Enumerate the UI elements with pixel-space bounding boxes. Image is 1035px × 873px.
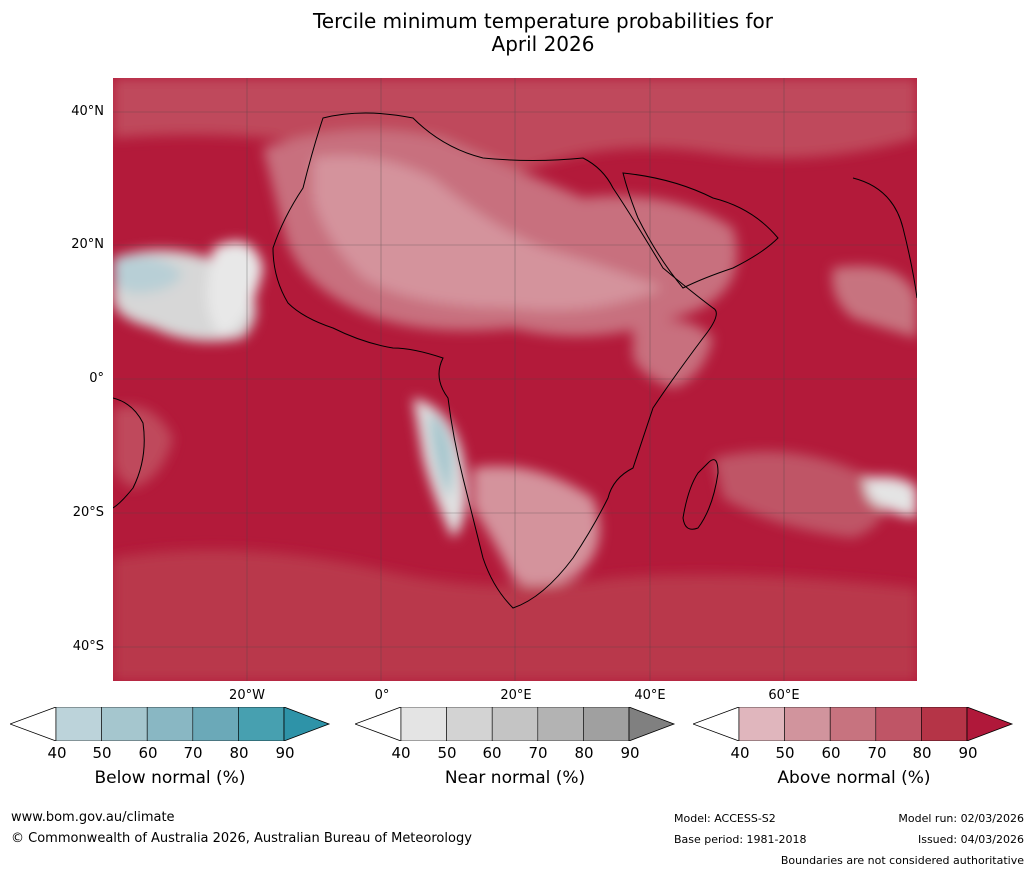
- colorbar-segment: [738, 707, 785, 741]
- coastline-africa: [272, 112, 717, 609]
- tick-above-40: 40: [730, 744, 750, 762]
- colorbar-segment: [446, 707, 493, 741]
- tick-above-60: 60: [821, 744, 841, 762]
- colorbar-extend-low: [693, 707, 740, 741]
- coastline-south-america: [113, 397, 145, 509]
- footer-model-run: Model run: 02/03/2026: [898, 812, 1024, 825]
- footer-copyright: © Commonwealth of Australia 2026, Austra…: [11, 831, 472, 846]
- tick-above-70: 70: [867, 744, 887, 762]
- colorbar-extend-low: [10, 707, 57, 741]
- colorbar-near-label: Near normal (%): [444, 768, 586, 788]
- colorbar-above-normal: [693, 707, 1015, 741]
- coastline-arabia: [622, 172, 779, 289]
- tick-near-50: 50: [437, 744, 457, 762]
- tick-near-40: 40: [391, 744, 411, 762]
- footer-model: Model: ACCESS-S2: [674, 812, 776, 825]
- graticule: [113, 78, 917, 681]
- tick-below-80: 80: [229, 744, 249, 762]
- tick-below-40: 40: [47, 744, 67, 762]
- colorbar-segment: [491, 707, 539, 741]
- colorbar-segment: [55, 707, 102, 741]
- colorbar-above-svg: [693, 707, 1014, 741]
- tick-near-80: 80: [574, 744, 594, 762]
- colorbar-near-svg: [355, 707, 676, 741]
- colorbar-below-svg: [10, 707, 331, 741]
- tick-near-70: 70: [528, 744, 548, 762]
- tick-below-60: 60: [138, 744, 158, 762]
- colorbar-segment: [875, 707, 922, 741]
- tick-above-80: 80: [912, 744, 932, 762]
- colorbar-segment: [400, 707, 447, 741]
- tick-below-90: 90: [275, 744, 295, 762]
- colorbar-below-normal: [10, 707, 332, 741]
- colorbar-below-label: Below normal (%): [94, 768, 246, 788]
- colorbar-segment: [146, 707, 194, 741]
- map-title: Tercile minimum temperature probabilitie…: [0, 10, 1035, 56]
- lon-label-40e: 40°E: [634, 688, 666, 703]
- lat-label-40n: 40°N: [71, 104, 104, 119]
- colorbar-segment: [101, 707, 148, 741]
- probability-map: [113, 78, 917, 681]
- title-line-1: Tercile minimum temperature probabilitie…: [312, 9, 774, 33]
- colorbar-extend-high: [283, 707, 331, 741]
- footer-url: www.bom.gov.au/climate: [11, 810, 175, 825]
- colorbar-segment: [829, 707, 877, 741]
- footer-issued: Issued: 04/03/2026: [917, 833, 1024, 846]
- lon-label-60e: 60°E: [768, 688, 800, 703]
- lat-label-20n: 20°N: [71, 237, 104, 252]
- colorbar-near-normal: [355, 707, 677, 741]
- tick-below-70: 70: [183, 744, 203, 762]
- colorbar-segment: [921, 707, 968, 741]
- coastline-madagascar: [682, 459, 719, 530]
- colorbar-segment: [238, 707, 285, 741]
- colorbar-extend-high: [628, 707, 676, 741]
- lon-label-20w: 20°W: [229, 688, 265, 703]
- colorbar-extend-low: [355, 707, 402, 741]
- footer-disclaimer: Boundaries are not considered authoritat…: [780, 854, 1024, 867]
- tick-near-90: 90: [620, 744, 640, 762]
- title-line-2: April 2026: [491, 32, 595, 56]
- colorbar-above-label: Above normal (%): [777, 768, 931, 788]
- tick-below-50: 50: [92, 744, 112, 762]
- tick-near-60: 60: [482, 744, 502, 762]
- colorbar-segment: [537, 707, 584, 741]
- colorbar-segment: [583, 707, 630, 741]
- tick-above-90: 90: [958, 744, 978, 762]
- footer-base-period: Base period: 1981-2018: [674, 833, 807, 846]
- colorbar-segment: [192, 707, 239, 741]
- lon-label-0: 0°: [374, 688, 390, 703]
- colorbar-extend-high: [966, 707, 1014, 741]
- lat-label-40s: 40°S: [72, 639, 104, 654]
- lat-label-0: 0°: [89, 371, 104, 386]
- lon-label-20e: 20°E: [500, 688, 532, 703]
- colorbar-segment: [784, 707, 831, 741]
- tick-above-50: 50: [775, 744, 795, 762]
- map-canvas: [113, 78, 917, 681]
- lat-label-20s: 20°S: [72, 505, 104, 520]
- coastline-india: [852, 177, 917, 299]
